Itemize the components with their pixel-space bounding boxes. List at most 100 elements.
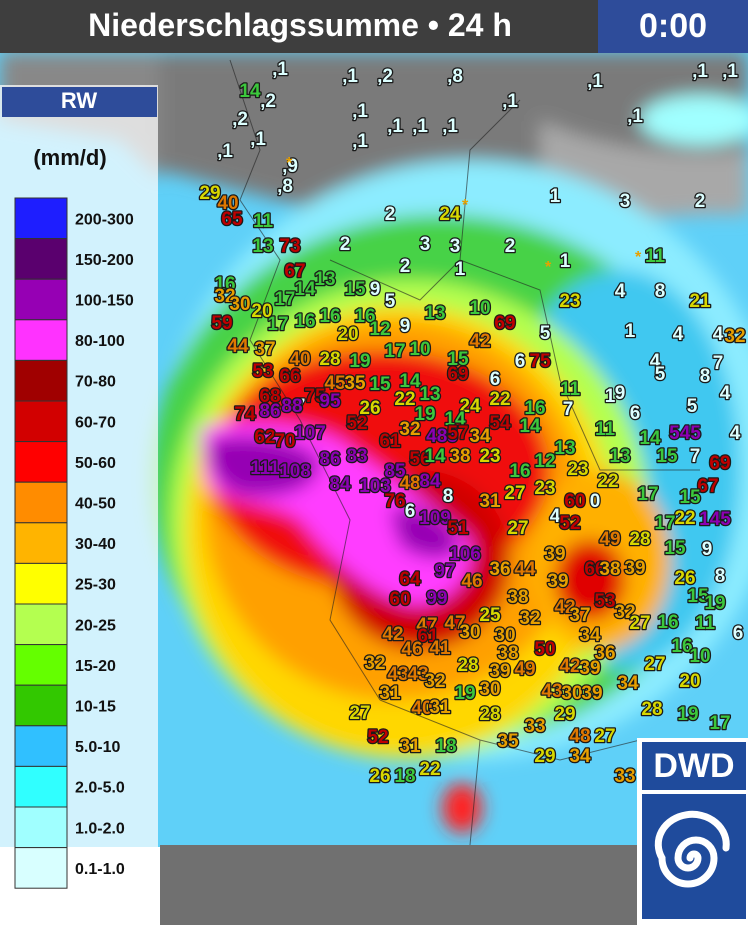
station-value: 30 <box>561 683 582 704</box>
station-value: 40 <box>289 349 310 370</box>
station-value: 1 <box>455 259 466 280</box>
station-value: 38 <box>449 446 470 467</box>
station-value: 39 <box>547 571 568 592</box>
station-value: 14 <box>294 279 316 300</box>
station-value: 30 <box>459 622 480 643</box>
station-value: ,1 <box>692 61 708 82</box>
station-value: 6 <box>515 351 526 372</box>
station-value: 111 <box>250 458 280 479</box>
legend-label: 80-100 <box>75 333 125 350</box>
station-value: 2 <box>695 191 706 212</box>
header-bar <box>0 0 598 53</box>
station-value: 27 <box>507 518 528 539</box>
station-value: 7 <box>690 446 701 467</box>
station-value: 46 <box>401 639 422 660</box>
station-value: 49 <box>514 659 535 680</box>
dwd-logo: DWD <box>637 738 748 925</box>
station-value: 30 <box>229 294 250 315</box>
station-value: 24 <box>459 396 481 417</box>
station-value: 67 <box>284 261 305 282</box>
station-value: 22 <box>489 389 510 410</box>
station-value: 56 <box>409 449 430 470</box>
station-value: 9 <box>702 539 713 560</box>
legend-label: 25-30 <box>75 577 116 594</box>
station-value: 41 <box>429 638 451 659</box>
station-value: 2 <box>385 204 396 225</box>
station-value: 6 <box>630 403 641 424</box>
legend-label: 200-300 <box>75 211 134 228</box>
station-value: 76 <box>384 491 405 512</box>
station-value: 16 <box>524 398 545 419</box>
station-value: ,1 <box>387 116 403 137</box>
station-value: ,1 <box>502 91 518 112</box>
station-value: 9 <box>615 383 626 404</box>
station-value: 11 <box>645 246 666 267</box>
station-value: 53 <box>594 591 615 612</box>
station-value: 4 <box>615 281 626 302</box>
station-value: 10 <box>689 646 710 667</box>
station-value: ,8 <box>277 176 293 197</box>
legend-swatch <box>14 400 68 443</box>
station-value: 15 <box>369 374 391 395</box>
station-value: 42 <box>469 331 490 352</box>
station-value: 36 <box>489 559 510 580</box>
legend-swatch <box>14 197 68 240</box>
station-value: 4 <box>713 324 724 345</box>
station-value: 67 <box>697 476 718 497</box>
station-value: 15 <box>447 349 469 370</box>
station-value: 103 <box>359 476 391 497</box>
station-value: 14 <box>399 371 421 392</box>
station-value: 19 <box>677 704 698 725</box>
station-value: 5 <box>655 364 666 385</box>
legend-label: 50-60 <box>75 455 116 472</box>
station-value: 485 <box>426 426 458 447</box>
station-value: 9 <box>370 279 381 300</box>
station-value: 25 <box>479 605 501 626</box>
station-value: 19 <box>454 683 475 704</box>
svg-text:*: * <box>462 197 469 214</box>
station-value: 16 <box>214 274 235 295</box>
legend-label: 150-200 <box>75 252 134 269</box>
station-value: ,2 <box>260 91 276 112</box>
station-value: 6 <box>490 369 501 390</box>
station-value: 14 <box>519 416 541 437</box>
legend-label: 20-25 <box>75 617 116 634</box>
legend-swatch <box>14 481 68 524</box>
station-value: 1 <box>550 186 561 207</box>
station-value: ,1 <box>352 101 368 122</box>
station-value: 15 <box>664 538 686 559</box>
legend-label: 10-15 <box>75 699 116 716</box>
legend-swatch <box>14 522 68 564</box>
station-value: 16 <box>319 306 340 327</box>
station-value: 26 <box>369 766 390 787</box>
station-value: 109 <box>419 508 451 529</box>
station-value: 40 <box>217 193 238 214</box>
station-value: 11 <box>595 419 616 440</box>
station-value: 21 <box>689 291 711 312</box>
station-value: 34 <box>579 625 601 646</box>
station-value: 3 <box>420 234 431 255</box>
station-value: 88 <box>281 396 302 417</box>
station-value: ,8 <box>447 66 463 87</box>
station-value: 60 <box>389 589 410 610</box>
station-value: 47 <box>444 613 465 634</box>
station-value: 35 <box>344 373 366 394</box>
station-value: ,1 <box>722 61 738 82</box>
station-value: 17 <box>267 314 288 335</box>
station-value: 48 <box>569 726 590 747</box>
station-value: 39 <box>624 558 645 579</box>
station-value: 51 <box>447 518 469 539</box>
station-value: 1 <box>560 251 571 272</box>
station-value: 4 <box>550 506 561 527</box>
station-value: 60 <box>564 491 585 512</box>
station-value: 97 <box>434 561 455 582</box>
station-value: 15 <box>687 586 709 607</box>
station-value: 29 <box>534 746 555 767</box>
station-value: ,1 <box>587 71 603 92</box>
station-value: 19 <box>704 593 725 614</box>
station-value: 40 <box>411 698 432 719</box>
legend-swatch <box>14 441 68 483</box>
station-value: 18 <box>394 766 415 787</box>
station-value: 45 <box>324 373 346 394</box>
station-value: 13 <box>419 384 440 405</box>
